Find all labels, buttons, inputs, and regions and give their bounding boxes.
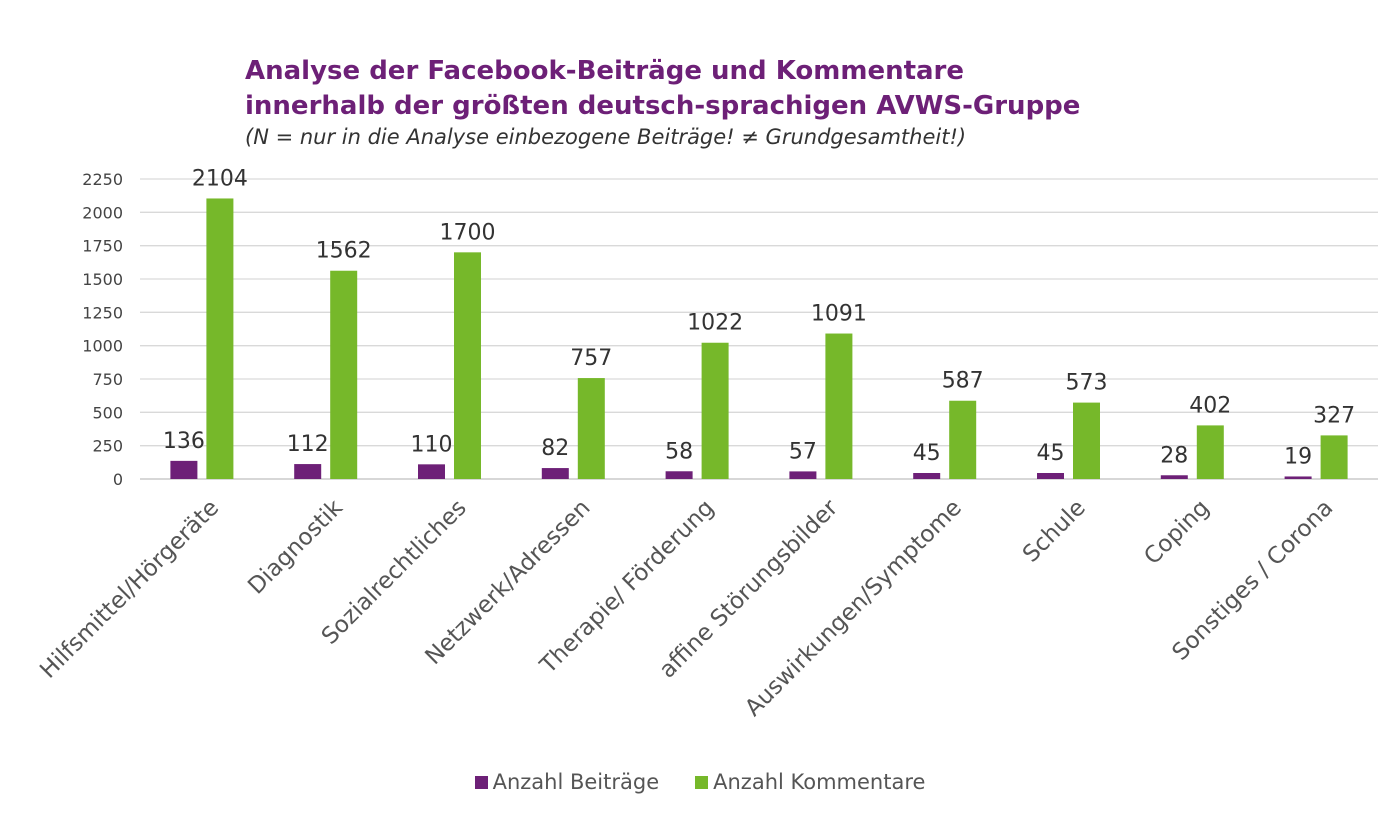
x-tick-label: Schule [1018, 495, 1091, 568]
y-tick-label: 0 [113, 470, 123, 489]
data-label: 1022 [687, 311, 743, 336]
bar [170, 460, 198, 479]
data-label: 28 [1160, 443, 1188, 468]
bar [789, 471, 817, 479]
bar [701, 342, 729, 479]
legend-swatch-beitraege [474, 775, 488, 789]
legend-label-beitraege: Anzahl Beiträge [492, 770, 660, 794]
data-label: 112 [287, 432, 329, 457]
data-label: 1562 [316, 239, 372, 264]
chart-title: Analyse der Facebook-Beiträge und Kommen… [245, 54, 1080, 124]
bar [1284, 476, 1312, 479]
bar [206, 198, 234, 479]
y-tick-label: 2250 [82, 170, 123, 189]
y-tick-label: 1750 [82, 237, 123, 256]
data-label: 19 [1284, 444, 1312, 469]
bar [1160, 475, 1188, 479]
data-label: 757 [570, 346, 612, 371]
legend-item-kommentare: Anzahl Kommentare [695, 770, 925, 794]
y-tick-label: 500 [92, 403, 123, 422]
y-tick-label: 250 [92, 437, 123, 456]
bar [825, 333, 853, 479]
data-label: 58 [665, 439, 693, 464]
legend: Anzahl Beiträge Anzahl Kommentare [0, 770, 1400, 794]
data-label: 573 [1066, 371, 1108, 396]
bar [665, 471, 693, 479]
x-tick-label: Auswirkungen/Symptome [740, 495, 967, 722]
y-tick-label: 1000 [82, 337, 123, 356]
data-label: 2104 [192, 166, 248, 191]
chart-subtitle: (N = nur in die Analyse einbezogene Beit… [245, 125, 967, 149]
y-tick-label: 1500 [82, 270, 123, 289]
data-label: 587 [942, 369, 984, 394]
data-label: 1700 [440, 220, 496, 245]
data-label: 110 [411, 432, 453, 457]
bar [1320, 435, 1348, 479]
bar [949, 400, 977, 479]
data-label: 57 [789, 439, 817, 464]
data-label: 45 [1037, 441, 1065, 466]
bar [418, 464, 445, 479]
bar [577, 378, 605, 479]
bar [294, 464, 322, 479]
bar [541, 468, 569, 479]
data-label: 45 [913, 441, 941, 466]
y-tick-label: 1250 [82, 303, 123, 322]
legend-swatch-kommentare [695, 775, 709, 789]
legend-item-beitraege: Anzahl Beiträge [474, 770, 660, 794]
bar [330, 270, 358, 479]
data-label: 1091 [811, 302, 867, 327]
bar [1196, 425, 1224, 479]
bar [913, 473, 941, 479]
data-label: 402 [1189, 393, 1231, 418]
bar [454, 252, 481, 479]
legend-label-kommentare: Anzahl Kommentare [713, 770, 926, 794]
data-label: 82 [541, 436, 569, 461]
bar [1037, 473, 1064, 479]
x-tick-label: Hilfsmittel/Hörgeräte [35, 495, 224, 684]
x-tick-label: Coping [1139, 495, 1214, 570]
y-tick-label: 750 [92, 370, 123, 389]
data-label: 136 [163, 429, 205, 454]
bar [1073, 402, 1100, 479]
data-label: 327 [1313, 403, 1355, 428]
chart-title-line-1: Analyse der Facebook-Beiträge und Kommen… [245, 56, 965, 86]
y-tick-label: 2000 [82, 203, 123, 222]
chart-title-line-2: innerhalb der größten deutsch-sprachigen… [245, 91, 1081, 121]
x-tick-label: Diagnostik [243, 494, 348, 599]
